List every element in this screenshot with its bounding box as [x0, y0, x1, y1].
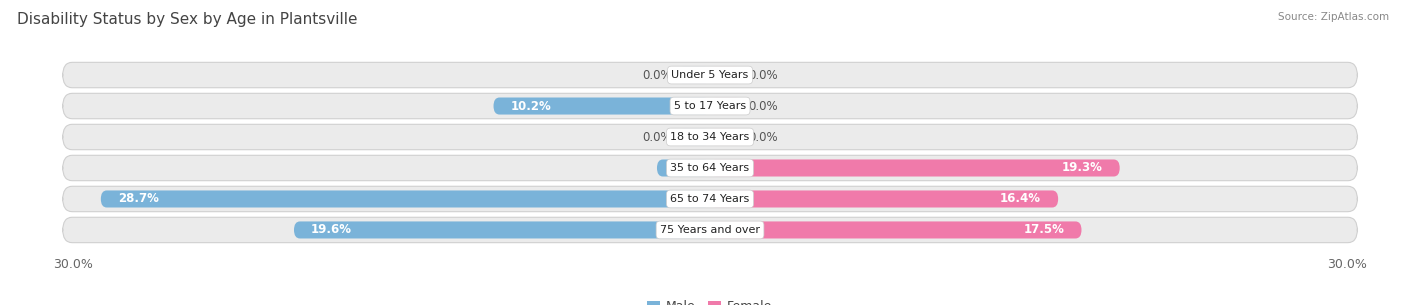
- Text: 0.0%: 0.0%: [748, 131, 778, 144]
- Text: 19.3%: 19.3%: [1062, 161, 1102, 174]
- FancyBboxPatch shape: [63, 186, 1357, 212]
- FancyBboxPatch shape: [710, 128, 742, 145]
- FancyBboxPatch shape: [63, 62, 1357, 88]
- Legend: Male, Female: Male, Female: [643, 295, 778, 305]
- FancyBboxPatch shape: [294, 221, 710, 239]
- FancyBboxPatch shape: [63, 124, 1357, 150]
- Text: 16.4%: 16.4%: [1000, 192, 1042, 206]
- Text: 10.2%: 10.2%: [510, 99, 551, 113]
- Text: Source: ZipAtlas.com: Source: ZipAtlas.com: [1278, 12, 1389, 22]
- FancyBboxPatch shape: [710, 66, 742, 84]
- Text: 28.7%: 28.7%: [118, 192, 159, 206]
- FancyBboxPatch shape: [710, 221, 1081, 239]
- FancyBboxPatch shape: [494, 98, 710, 115]
- FancyBboxPatch shape: [710, 98, 742, 115]
- Text: 19.6%: 19.6%: [311, 224, 352, 236]
- FancyBboxPatch shape: [101, 190, 710, 207]
- FancyBboxPatch shape: [63, 217, 1357, 243]
- FancyBboxPatch shape: [678, 128, 710, 145]
- Text: 35 to 64 Years: 35 to 64 Years: [671, 163, 749, 173]
- Text: 0.0%: 0.0%: [748, 69, 778, 81]
- Text: 2.5%: 2.5%: [673, 161, 707, 174]
- Text: 17.5%: 17.5%: [1024, 224, 1064, 236]
- Text: Under 5 Years: Under 5 Years: [672, 70, 748, 80]
- Text: 75 Years and over: 75 Years and over: [659, 225, 761, 235]
- Text: 5 to 17 Years: 5 to 17 Years: [673, 101, 747, 111]
- FancyBboxPatch shape: [63, 155, 1357, 181]
- Text: 65 to 74 Years: 65 to 74 Years: [671, 194, 749, 204]
- FancyBboxPatch shape: [710, 190, 1059, 207]
- FancyBboxPatch shape: [678, 66, 710, 84]
- FancyBboxPatch shape: [657, 160, 710, 177]
- FancyBboxPatch shape: [710, 160, 1119, 177]
- FancyBboxPatch shape: [63, 93, 1357, 119]
- Text: Disability Status by Sex by Age in Plantsville: Disability Status by Sex by Age in Plant…: [17, 12, 357, 27]
- Text: 0.0%: 0.0%: [643, 131, 672, 144]
- Text: 0.0%: 0.0%: [643, 69, 672, 81]
- Text: 18 to 34 Years: 18 to 34 Years: [671, 132, 749, 142]
- Text: 0.0%: 0.0%: [748, 99, 778, 113]
